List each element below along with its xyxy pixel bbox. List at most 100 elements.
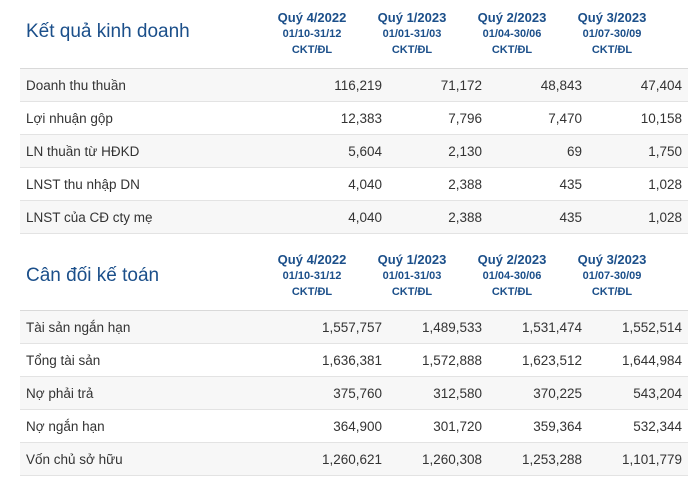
period-audit: CKT/ĐL [591,286,633,298]
table-row: Nợ ngắn hạn 364,900 301,720 359,364 532,… [20,410,688,443]
period-header: Quý 4/2022 01/10-31/12 CKT/ĐL [262,251,362,300]
period-header: Quý 3/2023 01/07-30/09 CKT/ĐL [562,9,662,58]
period-dates: 01/07-30/09 [582,270,642,282]
period-audit: CKT/ĐL [391,44,433,56]
row-label[interactable]: LN thuần từ HĐKD [26,144,140,159]
row-value: 1,101,779 [621,452,682,467]
section-title[interactable]: Cân đối kế toán [26,265,160,286]
row-value: 1,572,888 [421,353,482,368]
period-dates: 01/04-30/06 [482,270,542,282]
period-header: Quý 4/2022 01/10-31/12 CKT/ĐL [262,9,362,58]
period-quarter[interactable]: Quý 3/2023 [577,10,647,25]
period-dates: 01/10-31/12 [282,28,342,40]
row-value: 7,796 [448,111,482,126]
row-value: 1,644,984 [621,353,682,368]
period-dates: 01/07-30/09 [582,28,642,40]
row-value: 4,040 [348,210,382,225]
income-statement-section: Kết quả kinh doanh Quý 4/2022 01/10-31/1… [0,0,694,234]
row-label[interactable]: Nợ phải trả [26,386,94,401]
period-quarter[interactable]: Quý 3/2023 [577,252,647,267]
period-header: Quý 2/2023 01/04-30/06 CKT/ĐL [462,9,562,58]
row-value: 116,219 [334,78,382,93]
row-value: 1,260,308 [421,452,482,467]
row-value: 48,843 [540,78,582,93]
period-dates: 01/04-30/06 [482,28,542,40]
row-value: 2,388 [448,177,482,192]
row-value: 1,750 [648,144,682,159]
row-label[interactable]: Lợi nhuận gộp [26,111,113,126]
row-value: 543,204 [633,386,682,401]
row-value: 312,580 [433,386,482,401]
row-value: 1,552,514 [621,320,682,335]
table-row: LNST thu nhập DN 4,040 2,388 435 1,028 [20,168,688,201]
row-label[interactable]: Doanh thu thuần [26,78,126,93]
period-audit: CKT/ĐL [491,44,533,56]
row-label[interactable]: Nợ ngắn hạn [26,419,105,434]
balance-sheet-header: Cân đối kế toán Quý 4/2022 01/10-31/12 C… [0,234,694,310]
row-label[interactable]: Vốn chủ sở hữu [26,452,123,467]
period-quarter[interactable]: Quý 4/2022 [277,252,347,267]
row-label[interactable]: Tài sản ngắn hạn [26,320,131,335]
row-value: 370,225 [533,386,582,401]
income-statement-table: Doanh thu thuần 116,219 71,172 48,843 47… [20,68,688,234]
period-audit: CKT/ĐL [491,286,533,298]
row-value: 10,158 [640,111,682,126]
row-value: 1,531,474 [521,320,582,335]
table-row: Tài sản ngắn hạn 1,557,757 1,489,533 1,5… [20,311,688,344]
row-value: 2,130 [448,144,482,159]
table-row: LNST của CĐ cty mẹ 4,040 2,388 435 1,028 [20,201,688,234]
table-row: Nợ phải trả 375,760 312,580 370,225 543,… [20,377,688,410]
row-value: 69 [566,144,582,159]
row-value: 532,344 [633,419,682,434]
period-audit: CKT/ĐL [591,44,633,56]
period-header: Quý 2/2023 01/04-30/06 CKT/ĐL [462,251,562,300]
row-value: 435 [559,210,582,225]
row-value: 1,028 [648,210,682,225]
row-value: 47,404 [640,78,682,93]
row-label[interactable]: LNST của CĐ cty mẹ [26,210,153,225]
period-quarter[interactable]: Quý 4/2022 [277,10,347,25]
row-value: 375,760 [333,386,382,401]
row-value: 359,364 [533,419,582,434]
row-value: 1,260,621 [321,452,382,467]
row-value: 364,900 [333,419,382,434]
row-value: 4,040 [348,177,382,192]
row-label[interactable]: LNST thu nhập DN [26,177,140,192]
table-row: Tổng tài sản 1,636,381 1,572,888 1,623,5… [20,344,688,377]
income-statement-header: Kết quả kinh doanh Quý 4/2022 01/10-31/1… [0,0,694,68]
period-audit: CKT/ĐL [391,286,433,298]
period-quarter[interactable]: Quý 2/2023 [477,10,547,25]
row-value: 435 [559,177,582,192]
period-header: Quý 3/2023 01/07-30/09 CKT/ĐL [562,251,662,300]
period-header: Quý 1/2023 01/01-31/03 CKT/ĐL [362,251,462,300]
period-dates: 01/10-31/12 [282,270,342,282]
period-quarter[interactable]: Quý 2/2023 [477,252,547,267]
table-row: LN thuần từ HĐKD 5,604 2,130 69 1,750 [20,135,688,168]
period-dates: 01/01-31/03 [382,28,442,40]
table-row: Lợi nhuận gộp 12,383 7,796 7,470 10,158 [20,102,688,135]
row-value: 2,388 [448,210,482,225]
period-audit: CKT/ĐL [291,286,333,298]
row-value: 1,557,757 [321,320,382,335]
period-audit: CKT/ĐL [291,44,333,56]
table-row: Doanh thu thuần 116,219 71,172 48,843 47… [20,69,688,102]
balance-sheet-table: Tài sản ngắn hạn 1,557,757 1,489,533 1,5… [20,310,688,476]
period-quarter[interactable]: Quý 1/2023 [377,10,447,25]
balance-sheet-section: Cân đối kế toán Quý 4/2022 01/10-31/12 C… [0,234,694,476]
row-value: 1,636,381 [321,353,382,368]
period-dates: 01/01-31/03 [382,270,442,282]
row-value: 301,720 [433,419,482,434]
row-value: 1,028 [648,177,682,192]
period-header: Quý 1/2023 01/01-31/03 CKT/ĐL [362,9,462,58]
row-value: 71,172 [440,78,482,93]
table-row: Vốn chủ sở hữu 1,260,621 1,260,308 1,253… [20,443,688,476]
row-value: 5,604 [348,144,382,159]
row-value: 7,470 [548,111,582,126]
row-label[interactable]: Tổng tài sản [26,353,101,368]
row-value: 1,489,533 [421,320,482,335]
section-title[interactable]: Kết quả kinh doanh [26,21,190,42]
period-quarter[interactable]: Quý 1/2023 [377,252,447,267]
row-value: 1,253,288 [521,452,582,467]
row-value: 12,383 [340,111,382,126]
row-value: 1,623,512 [521,353,582,368]
